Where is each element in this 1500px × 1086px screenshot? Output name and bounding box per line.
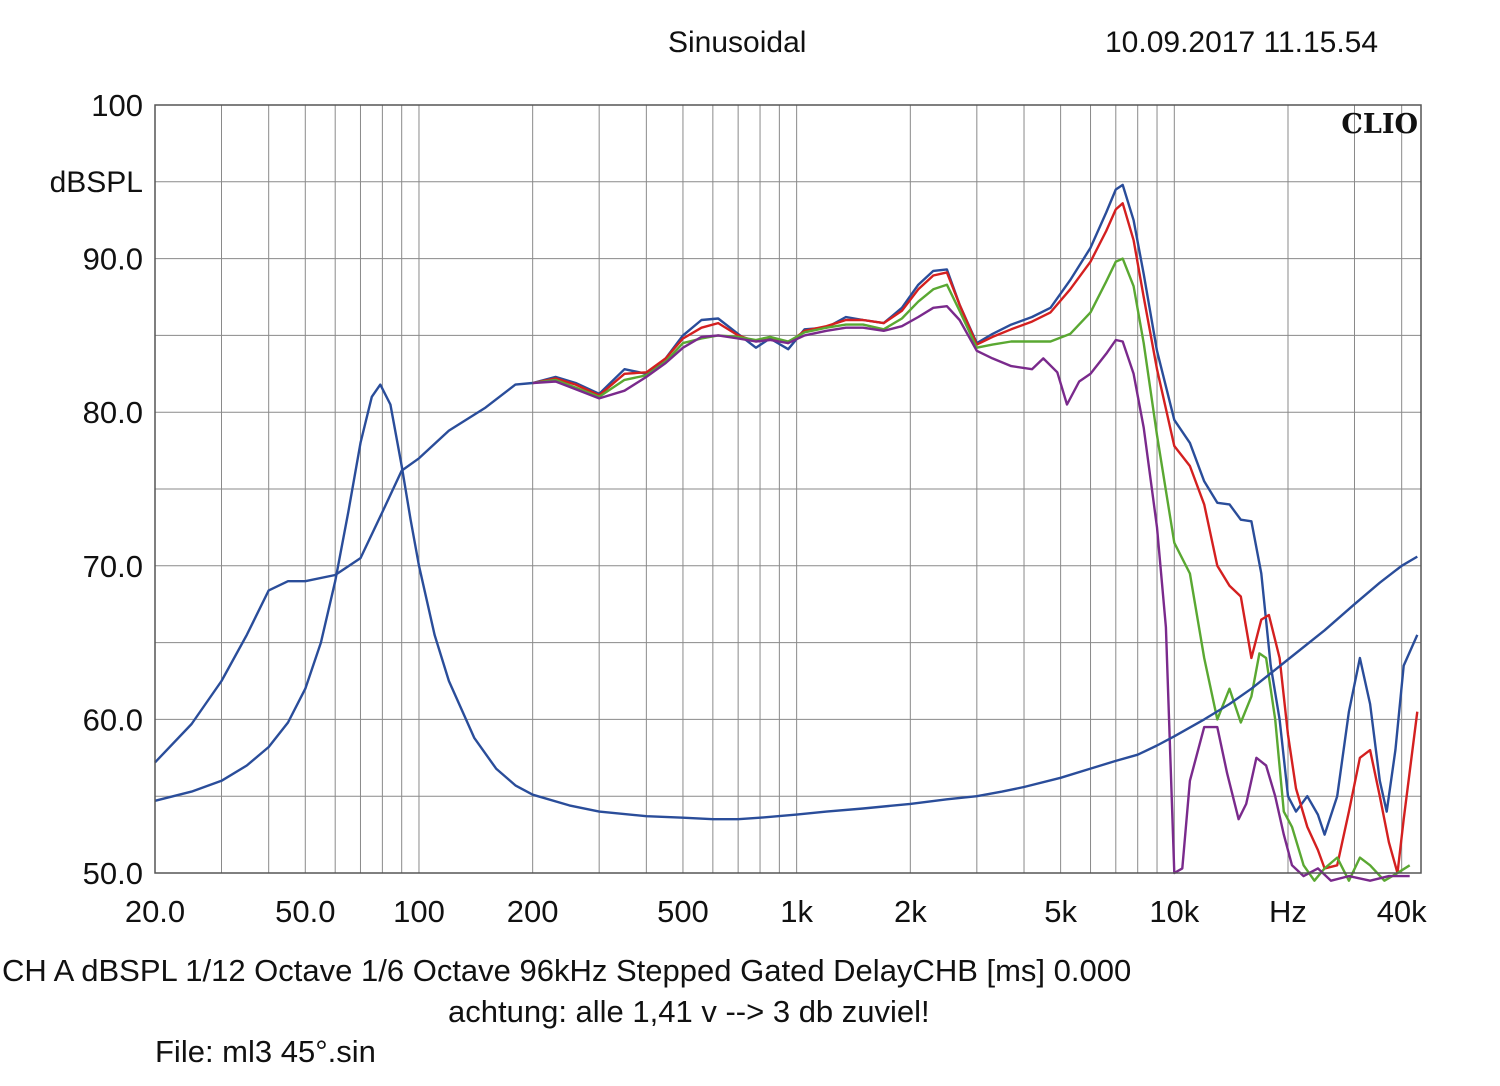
plot-frame: [154, 104, 1422, 874]
y-tick-label: 90.0: [83, 242, 143, 277]
x-tick-label: 1k: [780, 894, 813, 929]
chart-curves: [154, 183, 1419, 882]
series-line-2: [532, 202, 1419, 875]
series-line-1: [154, 183, 1419, 836]
y-axis-unit-label: dBSPL: [50, 166, 143, 199]
chart-title: Sinusoidal: [668, 26, 807, 59]
measurement-timestamp: 10.09.2017 11.15.54: [1105, 26, 1379, 59]
y-tick-label: 80.0: [83, 395, 143, 430]
x-tick-label: Hz: [1269, 894, 1307, 929]
y-tick-label: 50.0: [83, 856, 143, 891]
x-axis-tick-labels: 20.0 50.0 100 200 500 1k 2k 5k 10k Hz 40k: [125, 894, 1427, 929]
x-tick-label: 2k: [894, 894, 927, 929]
file-name: File: ml3 45°.sin: [155, 1034, 376, 1069]
series-line-5: [154, 383, 1418, 821]
x-tick-label: 100: [393, 894, 445, 929]
series-line-3: [532, 257, 1411, 882]
x-tick-label: 10k: [1149, 894, 1199, 929]
x-tick-label: 40k: [1377, 894, 1427, 929]
y-axis-tick-labels: 100 90.0 80.0 70.0 60.0 50.0: [83, 88, 143, 891]
measurement-settings: CH A dBSPL 1/12 Octave 1/6 Octave 96kHz …: [2, 953, 1132, 988]
x-tick-label: 50.0: [275, 894, 335, 929]
series-line-4: [532, 305, 1410, 882]
y-tick-label: 60.0: [83, 702, 143, 737]
chart-grid: [154, 104, 1421, 874]
y-tick-label: 70.0: [83, 549, 143, 584]
y-tick-label: 100: [91, 88, 143, 123]
x-tick-label: 20.0: [125, 894, 185, 929]
x-tick-label: 200: [507, 894, 559, 929]
clio-brand-label: CLIO: [1341, 109, 1418, 140]
x-tick-label: 5k: [1044, 894, 1077, 929]
x-tick-label: 500: [657, 894, 709, 929]
measurement-note: achtung: alle 1,41 v --> 3 db zuviel!: [448, 994, 930, 1029]
